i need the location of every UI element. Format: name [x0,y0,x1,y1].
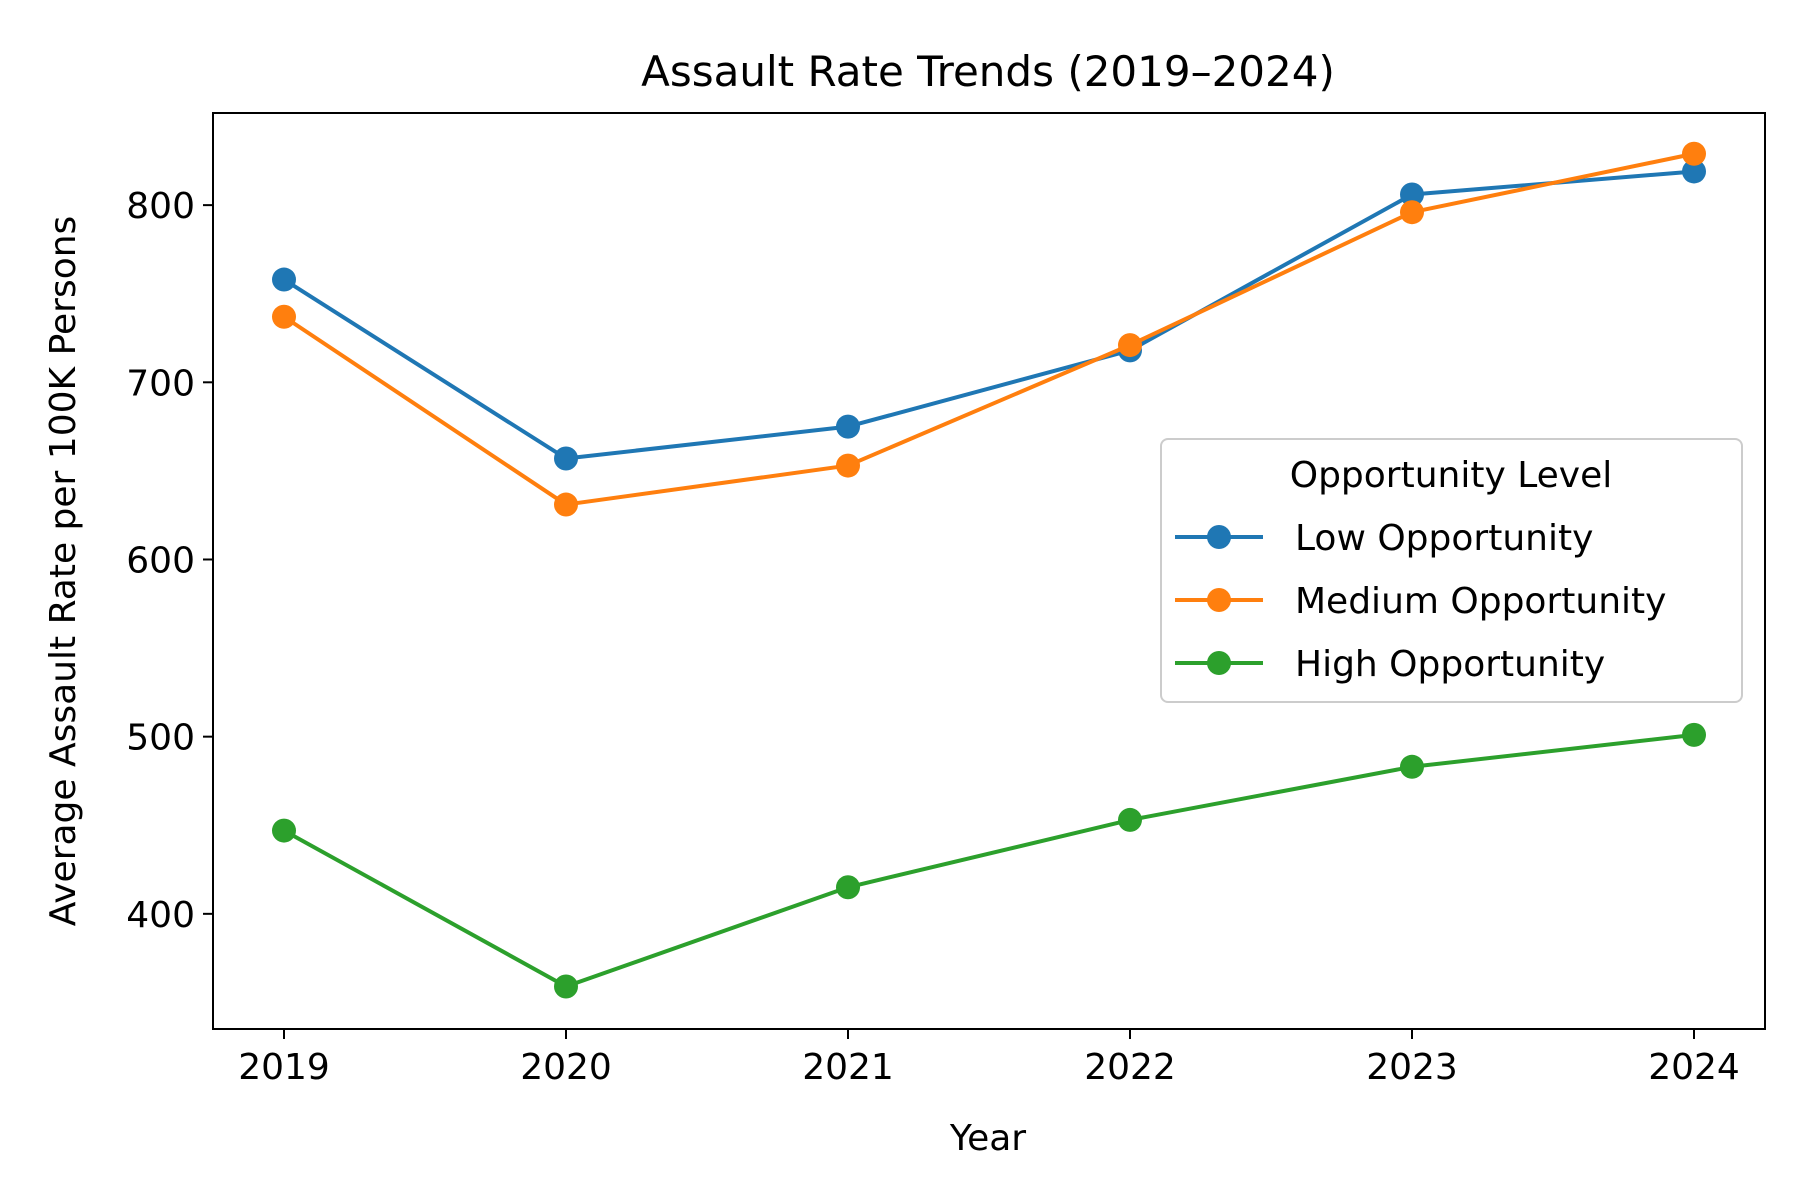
series-line-low-opportunity [282,169,1695,461]
legend-swatch-marker [1207,651,1231,675]
legend-swatch-marker [1207,588,1231,612]
y-tick-label: 400 [126,895,195,936]
x-tick-label: 2019 [238,1047,330,1088]
x-tick-label: 2020 [520,1047,612,1088]
series-high-opportunity [272,722,1706,999]
data-point-low-opportunity [1682,159,1706,184]
series-layer [272,141,1706,999]
series-medium-opportunity [272,141,1706,517]
data-point-high-opportunity [1682,722,1706,747]
legend: Opportunity Level Low Opportunity Medium … [1160,438,1743,703]
legend-box [1160,438,1743,703]
data-point-medium-opportunity [1118,333,1142,358]
y-tick-label: 800 [126,186,195,227]
series-low-opportunity [272,159,1706,471]
data-point-high-opportunity [1118,807,1142,832]
y-tick-label: 700 [126,363,195,404]
legend-entry-high-opportunity: High Opportunity [1175,644,1605,685]
data-point-medium-opportunity [554,492,578,517]
data-point-high-opportunity [836,875,860,900]
legend-swatch-marker [1207,525,1231,549]
chart-title: Assault Rate Trends (2019–2024) [641,47,1335,96]
legend-label: High Opportunity [1295,644,1605,685]
data-point-medium-opportunity [272,304,296,329]
y-tick-label: 500 [126,718,195,759]
data-point-low-opportunity [272,267,296,292]
legend-entries: Low Opportunity Medium Opportunity High Op… [1175,518,1666,685]
data-point-medium-opportunity [1400,200,1424,225]
data-point-low-opportunity [554,446,578,471]
x-axis: 2019 2020 2021 2022 2023 2024 [238,1029,1740,1088]
data-point-medium-opportunity [836,453,860,478]
data-point-high-opportunity [554,974,578,999]
legend-label: Low Opportunity [1295,518,1593,559]
x-tick-label: 2021 [802,1047,894,1088]
x-axis-label: Year [949,1118,1026,1159]
legend-entry-low-opportunity: Low Opportunity [1175,518,1593,559]
plot-area-frame [212,112,1766,1030]
data-point-high-opportunity [1400,754,1424,779]
data-point-high-opportunity [272,818,296,843]
x-tick-label: 2022 [1084,1047,1176,1088]
data-point-low-opportunity [1400,182,1424,207]
y-tick-label: 600 [126,540,195,581]
legend-title: Opportunity Level [1290,455,1613,496]
y-axis-label: Average Assault Rate per 100K Persons [43,216,84,927]
legend-label: Medium Opportunity [1295,581,1666,622]
series-line-medium-opportunity [282,151,1695,507]
data-point-medium-opportunity [1682,141,1706,166]
data-point-low-opportunity [836,414,860,439]
series-line-high-opportunity [283,732,1695,989]
x-tick-label: 2023 [1366,1047,1458,1088]
y-axis: 400 500 600 700 800 [126,186,213,936]
legend-entry-medium-opportunity: Medium Opportunity [1175,581,1666,622]
x-tick-label: 2024 [1648,1047,1740,1088]
